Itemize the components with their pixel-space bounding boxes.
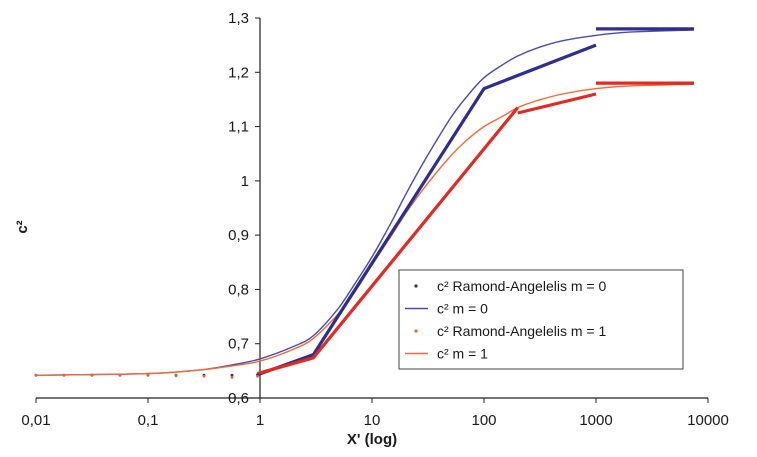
data-point — [230, 376, 234, 379]
series-segment-7 — [257, 106, 519, 376]
y-tick-label: 1 — [241, 173, 249, 190]
x-tick-label: 100 — [471, 412, 496, 429]
y-tick-label: 1,3 — [228, 10, 249, 27]
data-point — [174, 374, 178, 378]
x-tick-label: 10000 — [687, 412, 729, 429]
legend-marker-point — [414, 329, 418, 333]
data-point — [146, 373, 150, 377]
y-tick-label: 0,6 — [228, 390, 249, 407]
x-tick-label: 10 — [364, 412, 381, 429]
legend: c² Ramond-Angelelis m = 0 c² m = 0 c² Ramo… — [398, 269, 684, 370]
y-tick-label: 1,2 — [228, 64, 249, 81]
series-segment-8 — [517, 92, 597, 115]
legend-label: c² Ramond-Angelelis m = 1 — [437, 323, 606, 339]
data-point — [90, 373, 94, 377]
x-tick-label: 1 — [256, 412, 264, 429]
legend-label: c² Ramond-Angelelis m = 0 — [437, 278, 606, 294]
y-axis-title: c² — [14, 220, 31, 233]
legend-marker-point — [414, 284, 418, 288]
x-axis-title: X' (log) — [347, 431, 397, 448]
x-tick-label: 0,01 — [21, 412, 50, 429]
legend-label: c² m = 1 — [437, 346, 488, 362]
y-tick-label: 1,1 — [228, 119, 249, 136]
data-point — [230, 373, 234, 377]
data-point — [62, 373, 66, 377]
series-curve-1 — [35, 29, 695, 376]
legend-label: c² m = 0 — [437, 301, 488, 317]
y-tick-label: 0,8 — [228, 281, 249, 298]
data-point — [118, 373, 122, 377]
y-tick-label: 0,7 — [228, 336, 249, 353]
x-tick-label: 0,1 — [138, 412, 159, 429]
x-tick-label: 1000 — [579, 412, 612, 429]
legend-box — [398, 269, 684, 370]
series-layer — [34, 27, 695, 379]
data-point — [34, 373, 38, 377]
y-tick-label: 0,9 — [228, 227, 249, 244]
data-point — [256, 374, 259, 378]
ticks: 0,01 0,1 1 10 100 1000 10000 0,6 0,7 0,8 0,9 1 1,1 1,… — [21, 10, 728, 429]
data-point — [202, 374, 206, 378]
